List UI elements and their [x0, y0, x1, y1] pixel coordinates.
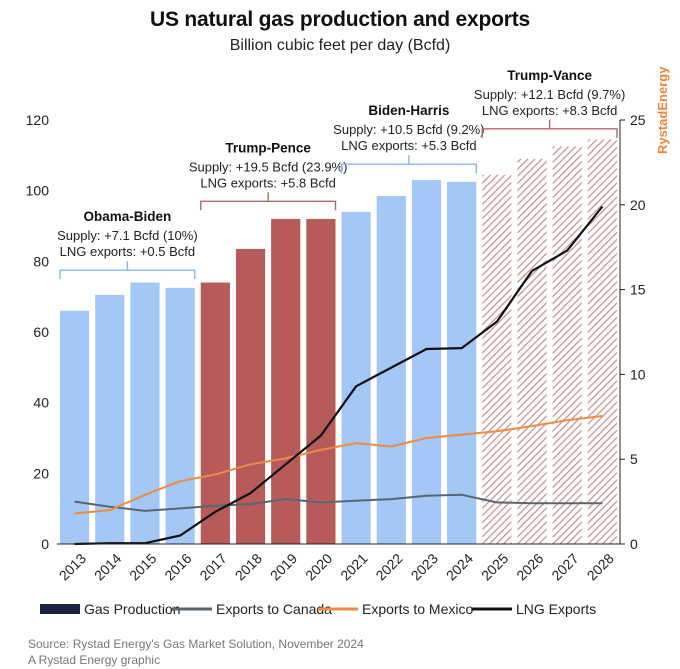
production-bar-2027: [552, 146, 582, 544]
trump-vance-label: Trump-Vance: [507, 68, 592, 83]
left-y-tick-label: 40: [33, 395, 49, 411]
source-text: Source: Rystad Energy's Gas Market Solut…: [28, 637, 364, 651]
production-bar-2018: [235, 248, 266, 544]
rystad-energy-logo: RystadEnergy: [655, 66, 670, 154]
x-tick-label-2022: 2022: [372, 550, 405, 583]
exports-to-mexicoline: [74, 415, 603, 515]
legend-label-exports-to-mexico: Exports to Mexico: [362, 601, 473, 617]
right-y-tick-label: 0: [630, 536, 638, 552]
x-tick-label-2013: 2013: [56, 550, 89, 583]
production-bar-2026: [517, 158, 547, 544]
export-lines: [74, 205, 604, 546]
production-bar-2025: [482, 174, 512, 544]
trump-vance-lng-exports: LNG exports: +8.3 Bcfd: [482, 103, 617, 118]
biden-harris-bracket: [340, 155, 477, 174]
production-bar-2020: [306, 218, 336, 544]
x-tick-label-2027: 2027: [548, 550, 581, 583]
x-tick-label-2026: 2026: [513, 550, 546, 583]
production-bar-2022: [376, 195, 406, 544]
trump-pence-label: Trump-Pence: [225, 140, 311, 155]
left-y-tick-label: 20: [33, 465, 49, 481]
x-tick-label-2019: 2019: [267, 550, 300, 583]
x-tick-label-2017: 2017: [196, 550, 229, 583]
x-tick-label-2025: 2025: [478, 550, 511, 583]
trump-vance-supply: Supply: +12.1 Bcfd (9.7%): [474, 87, 625, 102]
obama-biden-bracket: [59, 261, 196, 280]
chart-subtitle: Billion cubic feet per day (Bcfd): [229, 37, 451, 54]
left-y-tick-label: 0: [41, 536, 49, 552]
x-tick-label-2021: 2021: [337, 550, 370, 583]
legend-label-lng-exports: LNG Exports: [516, 601, 596, 617]
production-bar-2013: [59, 310, 90, 544]
legend: Gas Production Exports to Canada Exports t…: [40, 601, 596, 617]
biden-harris-supply: Supply: +10.5 Bcfd (9.2%): [333, 122, 484, 137]
production-bar-2015: [130, 282, 160, 544]
left-y-tick-label: 100: [26, 183, 50, 199]
exports-to-canadaline: [74, 493, 603, 512]
right-y-tick-label: 20: [630, 197, 646, 213]
brand-logo-text: RystadEnergy: [655, 66, 670, 154]
trump-pence-lng-exports: LNG exports: +5.8 Bcfd: [200, 175, 335, 190]
right-y-tick-label: 25: [630, 112, 646, 128]
x-tick-label-2023: 2023: [408, 550, 441, 583]
x-tick-label-2016: 2016: [161, 550, 194, 583]
left-y-tick-label: 60: [33, 324, 49, 340]
legend-swatch-gas-production: [40, 604, 80, 614]
biden-harris-label: Biden-Harris: [368, 103, 449, 118]
x-tick-label-2018: 2018: [232, 550, 265, 583]
production-bar-2023: [411, 180, 442, 545]
production-bar-2028: [587, 139, 618, 544]
production-bar-2016: [165, 287, 195, 544]
production-bar-2019: [271, 218, 301, 544]
trump-pence-supply: Supply: +19.5 Bcfd (23.9%): [189, 159, 348, 174]
source-note: Source: Rystad Energy's Gas Market Solut…: [28, 636, 364, 668]
trump-vance-bracket: [481, 119, 618, 138]
obama-biden-lng-exports: LNG exports: +0.5 Bcfd: [60, 244, 195, 259]
legend-label-exports-to-canada: Exports to Canada: [216, 601, 332, 617]
chart-title: US natural gas production and exports: [150, 8, 530, 31]
right-y-tick-label: 15: [630, 282, 646, 298]
right-y-tick-label: 10: [630, 366, 646, 382]
production-bar-2014: [95, 294, 125, 544]
left-y-tick-label: 80: [33, 253, 49, 269]
left-y-tick-label: 120: [26, 112, 50, 128]
biden-harris-lng-exports: LNG exports: +5.3 Bcfd: [341, 138, 476, 153]
legend-label-gas-production: Gas Production: [84, 601, 181, 617]
x-tick-label-2024: 2024: [443, 550, 476, 583]
lng-exportsline: [74, 205, 604, 546]
x-tick-label-2020: 2020: [302, 550, 335, 583]
production-bars: [59, 139, 618, 545]
x-tick-label-2028: 2028: [584, 550, 617, 583]
credit-text: A Rystad Energy graphic: [28, 653, 161, 667]
production-bar-2017: [200, 282, 230, 544]
right-y-tick-label: 5: [630, 451, 638, 467]
trump-pence-bracket: [200, 192, 337, 211]
obama-biden-label: Obama-Biden: [83, 209, 171, 224]
x-tick-label-2015: 2015: [126, 550, 159, 583]
x-tick-label-2014: 2014: [91, 550, 124, 583]
production-bar-2021: [341, 211, 371, 544]
obama-biden-supply: Supply: +7.1 Bcfd (10%): [57, 228, 198, 243]
production-bar-2024: [447, 181, 477, 545]
